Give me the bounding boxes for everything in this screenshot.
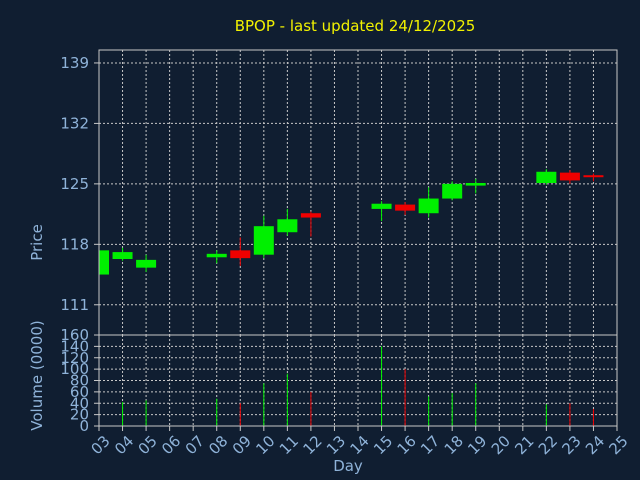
x-axis: 0304050607080910111213141516171819202122…	[88, 426, 632, 458]
x-tick-label: 21	[511, 432, 537, 458]
x-tick-label: 13	[323, 432, 349, 458]
volume-axis-label: Volume (0000)	[28, 320, 46, 430]
candle-body	[300, 213, 321, 218]
price-tick-label: 132	[60, 114, 89, 132]
x-tick-label: 03	[88, 432, 114, 458]
price-tick-label: 139	[60, 54, 89, 72]
x-tick-label: 16	[394, 432, 420, 458]
candle-body	[136, 259, 157, 268]
candle-body	[230, 250, 251, 259]
candle-body	[418, 198, 439, 214]
volume-tick-label: 80	[70, 372, 89, 390]
x-axis-label: Day	[333, 457, 363, 475]
candle-body	[277, 219, 298, 233]
candle-body	[536, 171, 557, 183]
x-tick-label: 19	[464, 432, 490, 458]
volume-tick-label: 120	[60, 349, 89, 367]
x-tick-label: 25	[606, 432, 632, 458]
x-tick-label: 10	[252, 432, 278, 458]
candle-body	[371, 203, 392, 209]
price-panel-frame	[98, 49, 618, 336]
candle-body	[253, 226, 274, 255]
price-tick-label: 118	[60, 235, 89, 253]
volume-tick-label: 40	[70, 394, 89, 412]
x-tick-label: 09	[229, 432, 255, 458]
volume-tick-label: 20	[70, 406, 89, 424]
x-tick-label: 17	[417, 432, 443, 458]
price-tick-label: 125	[60, 175, 89, 193]
volume-tick-label: 100	[60, 360, 89, 378]
x-tick-label: 15	[370, 432, 396, 458]
candle-body	[112, 252, 133, 259]
x-tick-label: 22	[535, 432, 561, 458]
candle-body	[583, 175, 604, 178]
volume-grid	[98, 334, 618, 427]
chart-title: BPOP - last updated 24/12/2025	[235, 17, 476, 35]
volume-tick-label: 0	[79, 417, 89, 435]
x-tick-label: 24	[582, 432, 608, 458]
candle-body	[99, 250, 109, 275]
candle-body	[442, 183, 463, 199]
x-tick-label: 11	[276, 432, 302, 458]
candle-body	[206, 253, 227, 258]
x-tick-label: 18	[441, 432, 467, 458]
candle-body	[465, 183, 486, 186]
volume-panel-frame	[98, 334, 618, 427]
candle-body	[559, 172, 580, 181]
volume-tick-label: 60	[70, 383, 89, 401]
x-tick-label: 20	[488, 432, 514, 458]
price-axis-label: Price	[28, 224, 46, 261]
price-candles	[98, 169, 604, 277]
x-tick-label: 04	[111, 432, 137, 458]
x-tick-label: 08	[205, 432, 231, 458]
candle-body	[395, 204, 416, 211]
x-tick-label: 12	[299, 432, 325, 458]
x-tick-label: 23	[558, 432, 584, 458]
volume-bars	[122, 346, 594, 426]
price-grid	[98, 50, 618, 335]
price-axis: 111 118 125 132 139	[60, 54, 99, 314]
x-tick-label: 06	[158, 432, 184, 458]
price-tick-label: 111	[60, 296, 89, 314]
x-tick-label: 05	[135, 432, 161, 458]
volume-tick-label: 160	[60, 326, 89, 344]
x-tick-label: 14	[347, 432, 373, 458]
volume-tick-label: 140	[60, 337, 89, 355]
x-tick-label: 07	[182, 432, 208, 458]
